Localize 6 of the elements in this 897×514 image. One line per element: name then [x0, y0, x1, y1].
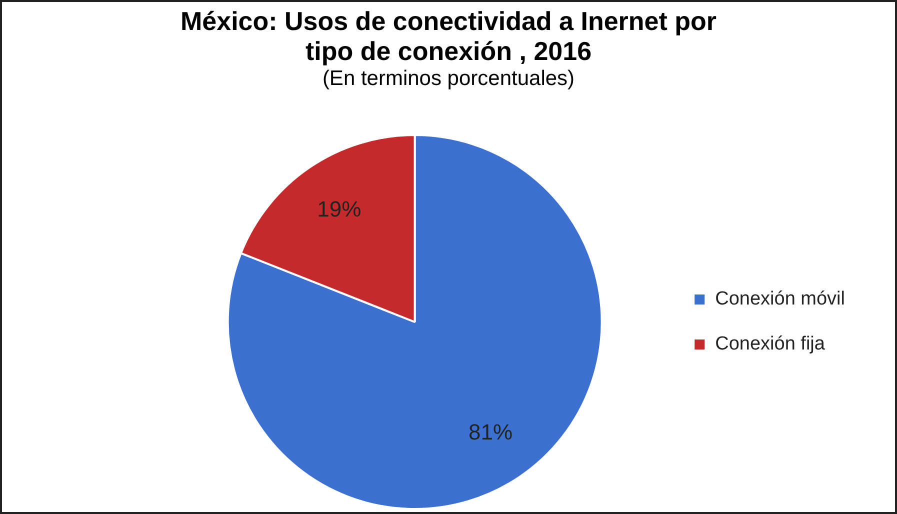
data-label: 19% [317, 196, 362, 222]
chart-title: México: Usos de conectividad a Inernet por tipo de conexión , 2016 [179, 6, 718, 66]
legend-label: Conexión móvil [715, 288, 846, 310]
legend-label: Conexión fija [715, 334, 826, 355]
chart-subtitle: (En terminos porcentuales) [321, 66, 576, 92]
data-label: 81% [468, 419, 513, 444]
